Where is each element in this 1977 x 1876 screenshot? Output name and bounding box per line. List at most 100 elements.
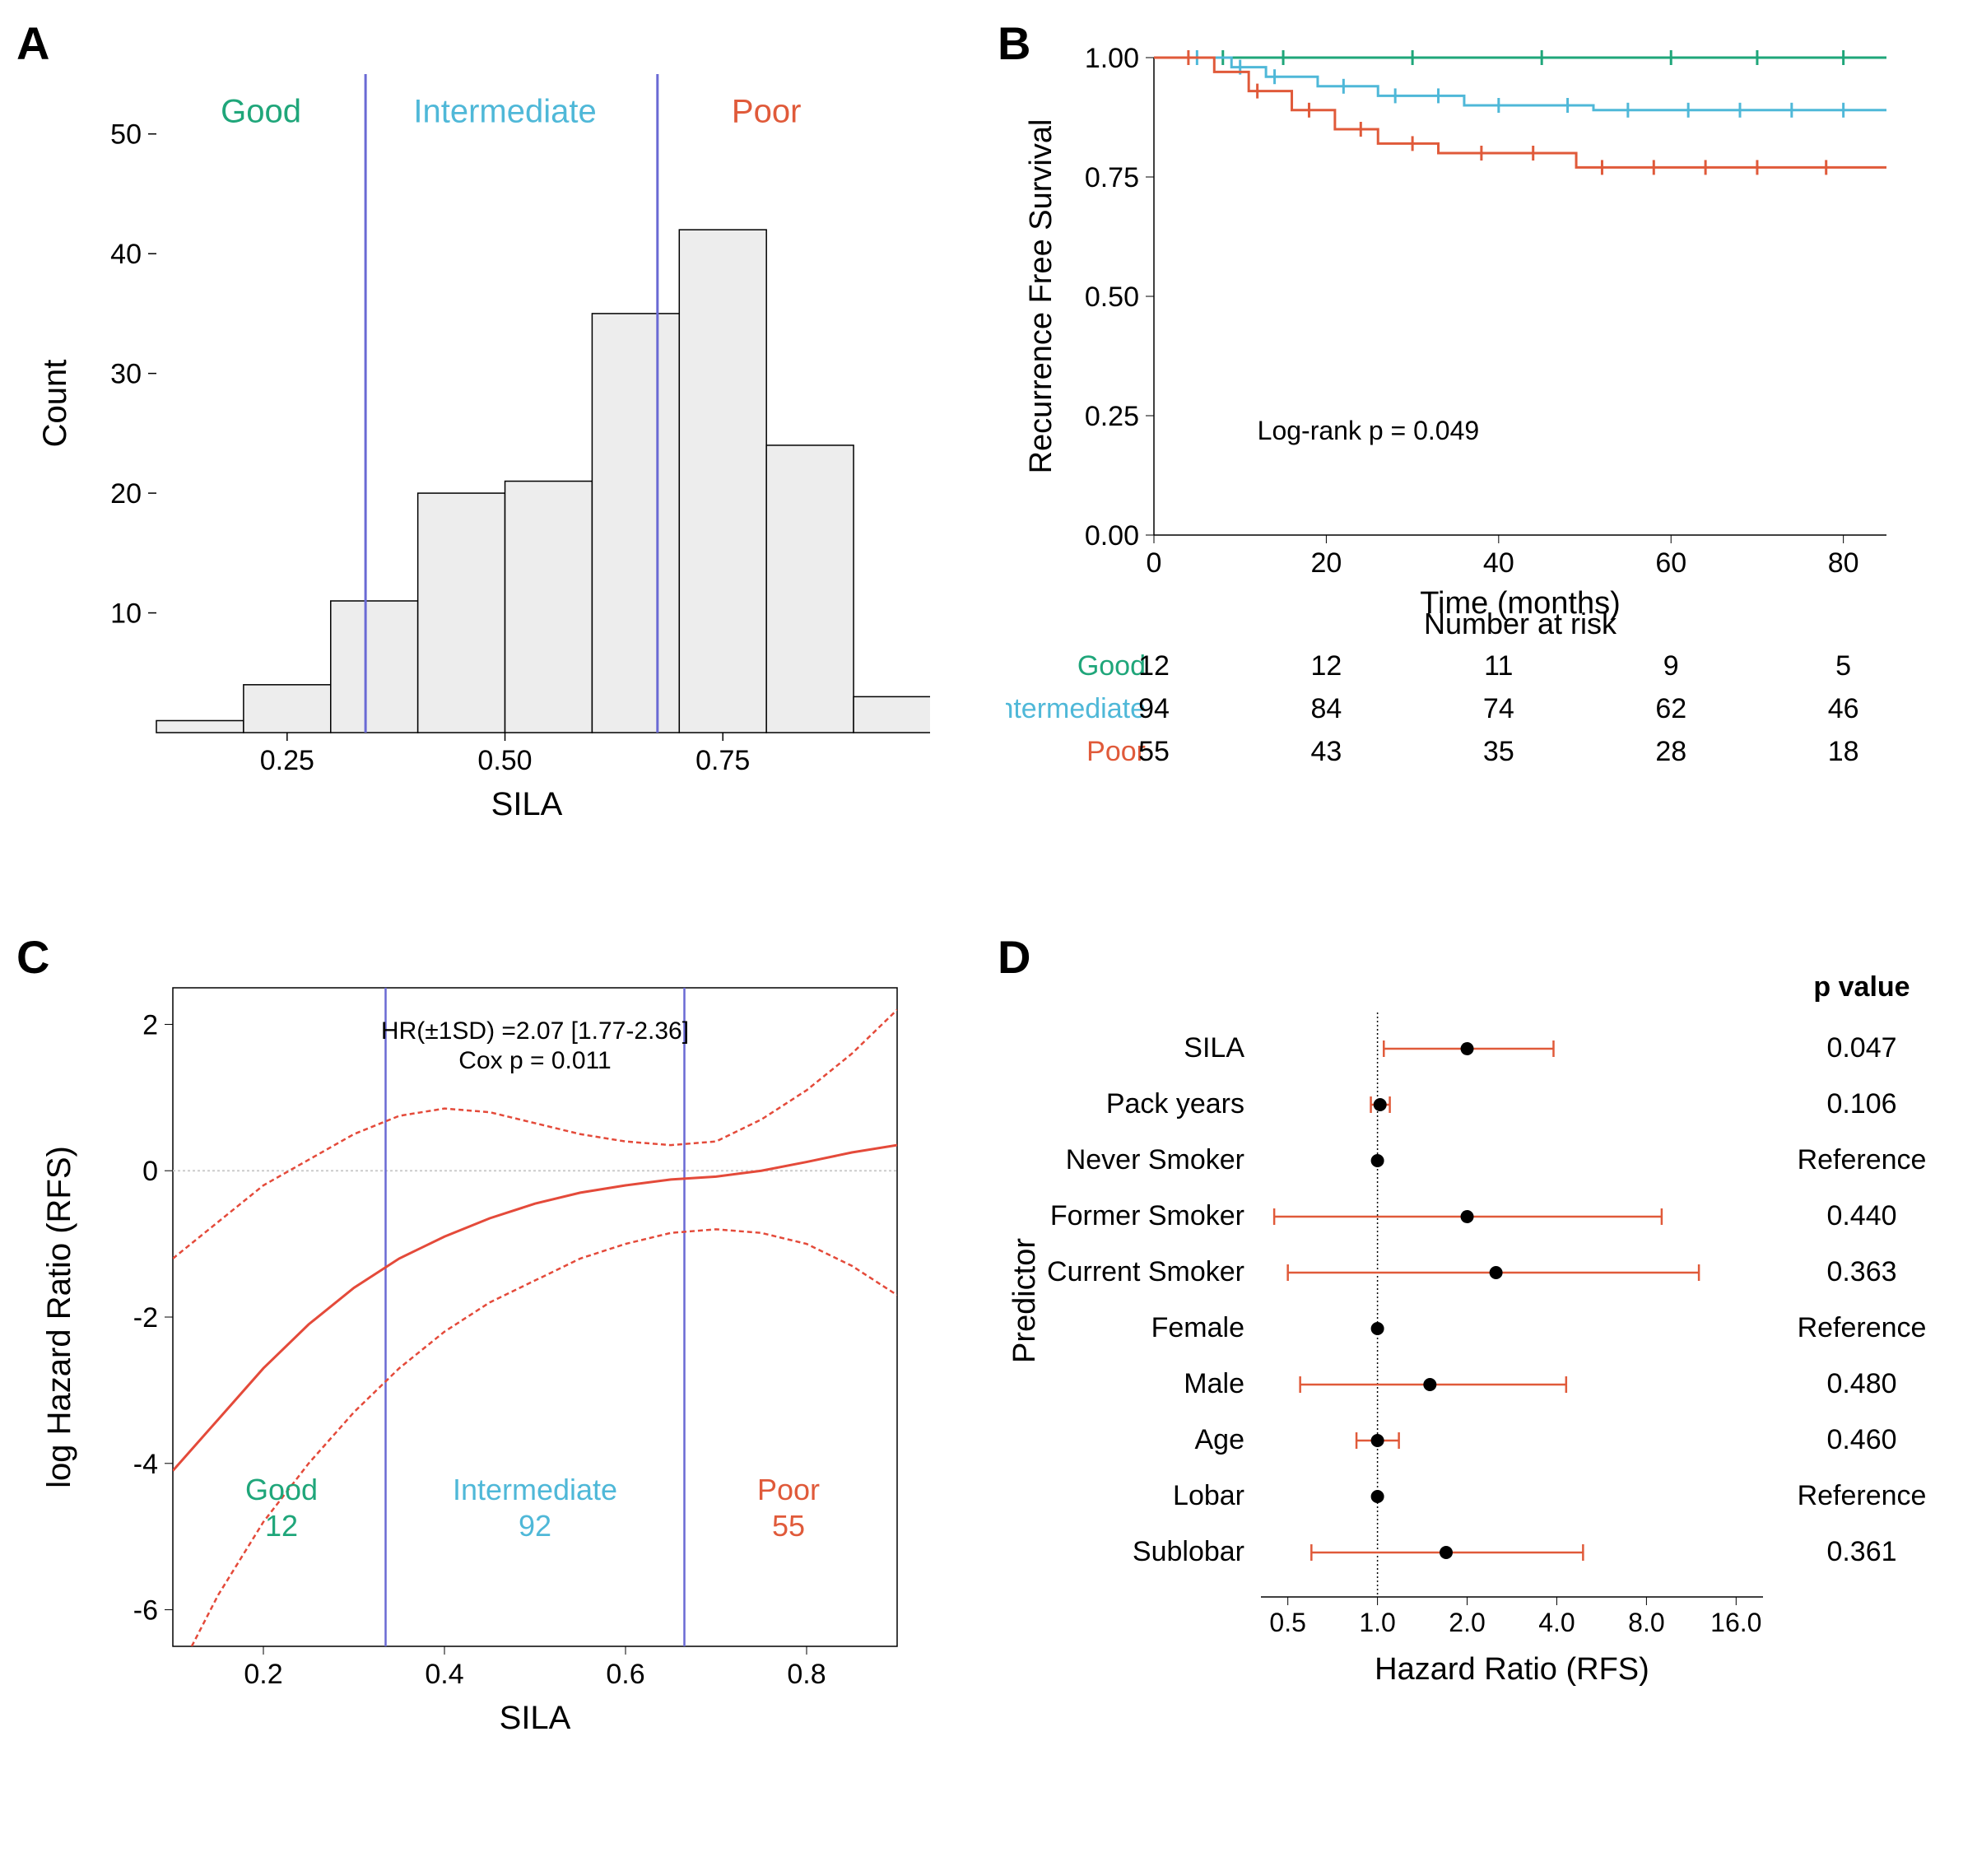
svg-text:40: 40 (1483, 547, 1514, 579)
svg-text:60: 60 (1655, 547, 1686, 579)
svg-text:Reference: Reference (1798, 1312, 1927, 1343)
svg-text:-4: -4 (133, 1449, 158, 1480)
svg-text:Sublobar: Sublobar (1133, 1536, 1244, 1567)
svg-text:84: 84 (1310, 693, 1342, 724)
svg-text:SILA: SILA (500, 1700, 571, 1736)
panel-d: D Predictorp valueSILA0.047Pack years0.1… (1006, 938, 1952, 1762)
svg-text:p value: p value (1813, 971, 1910, 1003)
svg-text:0.25: 0.25 (260, 745, 314, 776)
svg-text:62: 62 (1655, 693, 1686, 724)
svg-text:Reference: Reference (1798, 1480, 1927, 1511)
svg-text:1.0: 1.0 (1359, 1608, 1395, 1637)
svg-text:43: 43 (1310, 736, 1342, 767)
svg-text:0.440: 0.440 (1826, 1200, 1896, 1231)
svg-text:Hazard Ratio (RFS): Hazard Ratio (RFS) (1375, 1652, 1649, 1687)
svg-text:Poor: Poor (757, 1473, 820, 1506)
svg-text:0.2: 0.2 (244, 1659, 282, 1690)
svg-text:HR(±1SD) =2.07 [1.77-2.36]: HR(±1SD) =2.07 [1.77-2.36] (381, 1017, 689, 1045)
svg-text:4.0: 4.0 (1538, 1608, 1575, 1637)
svg-text:Log-rank p = 0.049: Log-rank p = 0.049 (1258, 416, 1480, 445)
panel-a: A 0.250.500.751020304050GoodIntermediate… (25, 25, 940, 889)
svg-text:Intermediate: Intermediate (1006, 693, 1146, 724)
svg-text:11: 11 (1484, 650, 1513, 682)
svg-text:Male: Male (1184, 1368, 1244, 1399)
svg-text:10: 10 (110, 598, 142, 630)
svg-text:20: 20 (110, 478, 142, 510)
svg-text:0.047: 0.047 (1826, 1032, 1896, 1064)
svg-text:Lobar: Lobar (1173, 1480, 1244, 1511)
svg-text:0.8: 0.8 (787, 1659, 826, 1690)
svg-text:Female: Female (1151, 1312, 1244, 1343)
svg-text:Number at risk: Number at risk (1424, 607, 1617, 640)
svg-text:Age: Age (1195, 1424, 1245, 1455)
svg-text:Intermediate: Intermediate (453, 1473, 617, 1506)
panel-d-svg: Predictorp valueSILA0.047Pack years0.106… (1006, 938, 1952, 1762)
svg-text:0.363: 0.363 (1826, 1256, 1896, 1287)
panel-a-svg: 0.250.500.751020304050GoodIntermediatePo… (25, 25, 930, 848)
svg-text:0: 0 (1147, 547, 1162, 579)
svg-text:0.25: 0.25 (1085, 401, 1139, 432)
svg-text:55: 55 (1138, 736, 1170, 767)
svg-text:Count: Count (37, 360, 73, 448)
svg-text:Former Smoker: Former Smoker (1050, 1200, 1244, 1231)
svg-text:Current Smoker: Current Smoker (1047, 1256, 1244, 1287)
panel-d-label: D (998, 930, 1030, 984)
svg-text:1.00: 1.00 (1085, 43, 1139, 74)
svg-text:80: 80 (1828, 547, 1859, 579)
svg-text:0.361: 0.361 (1826, 1536, 1896, 1567)
svg-text:Predictor: Predictor (1007, 1238, 1042, 1363)
svg-text:40: 40 (110, 239, 142, 270)
svg-text:Intermediate: Intermediate (413, 94, 596, 130)
svg-text:-6: -6 (133, 1595, 158, 1627)
svg-text:0.75: 0.75 (695, 745, 750, 776)
svg-text:Pack years: Pack years (1106, 1088, 1244, 1120)
panel-c-label: C (16, 930, 49, 984)
svg-text:0.4: 0.4 (425, 1659, 463, 1690)
panel-b-svg: 0 20 40 60 80 0.00 0.25 0.50 0.75 1.00 Log-rank p … (1006, 25, 1911, 889)
panel-a-label: A (16, 16, 49, 70)
svg-text:12: 12 (1138, 650, 1170, 682)
svg-text:2.0: 2.0 (1449, 1608, 1485, 1637)
svg-text:2: 2 (142, 1009, 158, 1040)
svg-text:30: 30 (110, 359, 142, 390)
svg-text:5: 5 (1835, 650, 1851, 682)
svg-text:Poor: Poor (732, 94, 802, 130)
svg-text:35: 35 (1483, 736, 1514, 767)
svg-text:92: 92 (519, 1509, 551, 1543)
svg-text:Poor: Poor (1086, 736, 1146, 767)
svg-text:Good: Good (1077, 650, 1146, 682)
svg-text:0.5: 0.5 (1269, 1608, 1305, 1637)
svg-text:0.480: 0.480 (1826, 1368, 1896, 1399)
panel-b: B 0204060800.000.250.500.751.00Log-rank … (1006, 25, 1952, 889)
svg-text:50: 50 (110, 119, 142, 151)
svg-text:12: 12 (1310, 650, 1342, 682)
svg-text:16.0: 16.0 (1710, 1608, 1761, 1637)
svg-text:20: 20 (1310, 547, 1342, 579)
svg-text:Reference: Reference (1798, 1144, 1927, 1175)
svg-text:94: 94 (1138, 693, 1170, 724)
svg-text:46: 46 (1828, 693, 1859, 724)
panel-c-svg: 0.2 0.4 0.6 0.8 -6 -4 -2 0 2 HR(±1SD) =2.07 [1.77… (25, 938, 930, 1762)
svg-text:0.106: 0.106 (1826, 1088, 1896, 1120)
svg-text:Good: Good (245, 1473, 318, 1506)
svg-text:18: 18 (1828, 736, 1859, 767)
svg-text:0.00: 0.00 (1085, 520, 1139, 552)
svg-text:8.0: 8.0 (1628, 1608, 1664, 1637)
svg-text:Never Smoker: Never Smoker (1066, 1144, 1244, 1175)
svg-text:-2: -2 (133, 1302, 158, 1334)
svg-text:0.6: 0.6 (606, 1659, 644, 1690)
svg-text:0: 0 (142, 1156, 158, 1187)
svg-text:Good: Good (221, 94, 301, 130)
svg-text:28: 28 (1655, 736, 1686, 767)
svg-text:log Hazard Ratio (RFS): log Hazard Ratio (RFS) (41, 1146, 77, 1488)
svg-text:0.50: 0.50 (1085, 282, 1139, 313)
svg-text:12: 12 (265, 1509, 298, 1543)
figure-grid: A 0.250.500.751020304050GoodIntermediate… (25, 25, 1952, 1762)
svg-text:SILA: SILA (491, 786, 563, 822)
svg-text:0.75: 0.75 (1085, 162, 1139, 193)
panel-b-label: B (998, 16, 1030, 70)
svg-text:74: 74 (1483, 693, 1514, 724)
svg-text:Cox p = 0.011: Cox p = 0.011 (458, 1047, 611, 1074)
panel-c: C 0.20.40.60.8-6-4-202HR(±1SD) =2.07 [1.… (25, 938, 940, 1762)
svg-text:55: 55 (772, 1509, 805, 1543)
